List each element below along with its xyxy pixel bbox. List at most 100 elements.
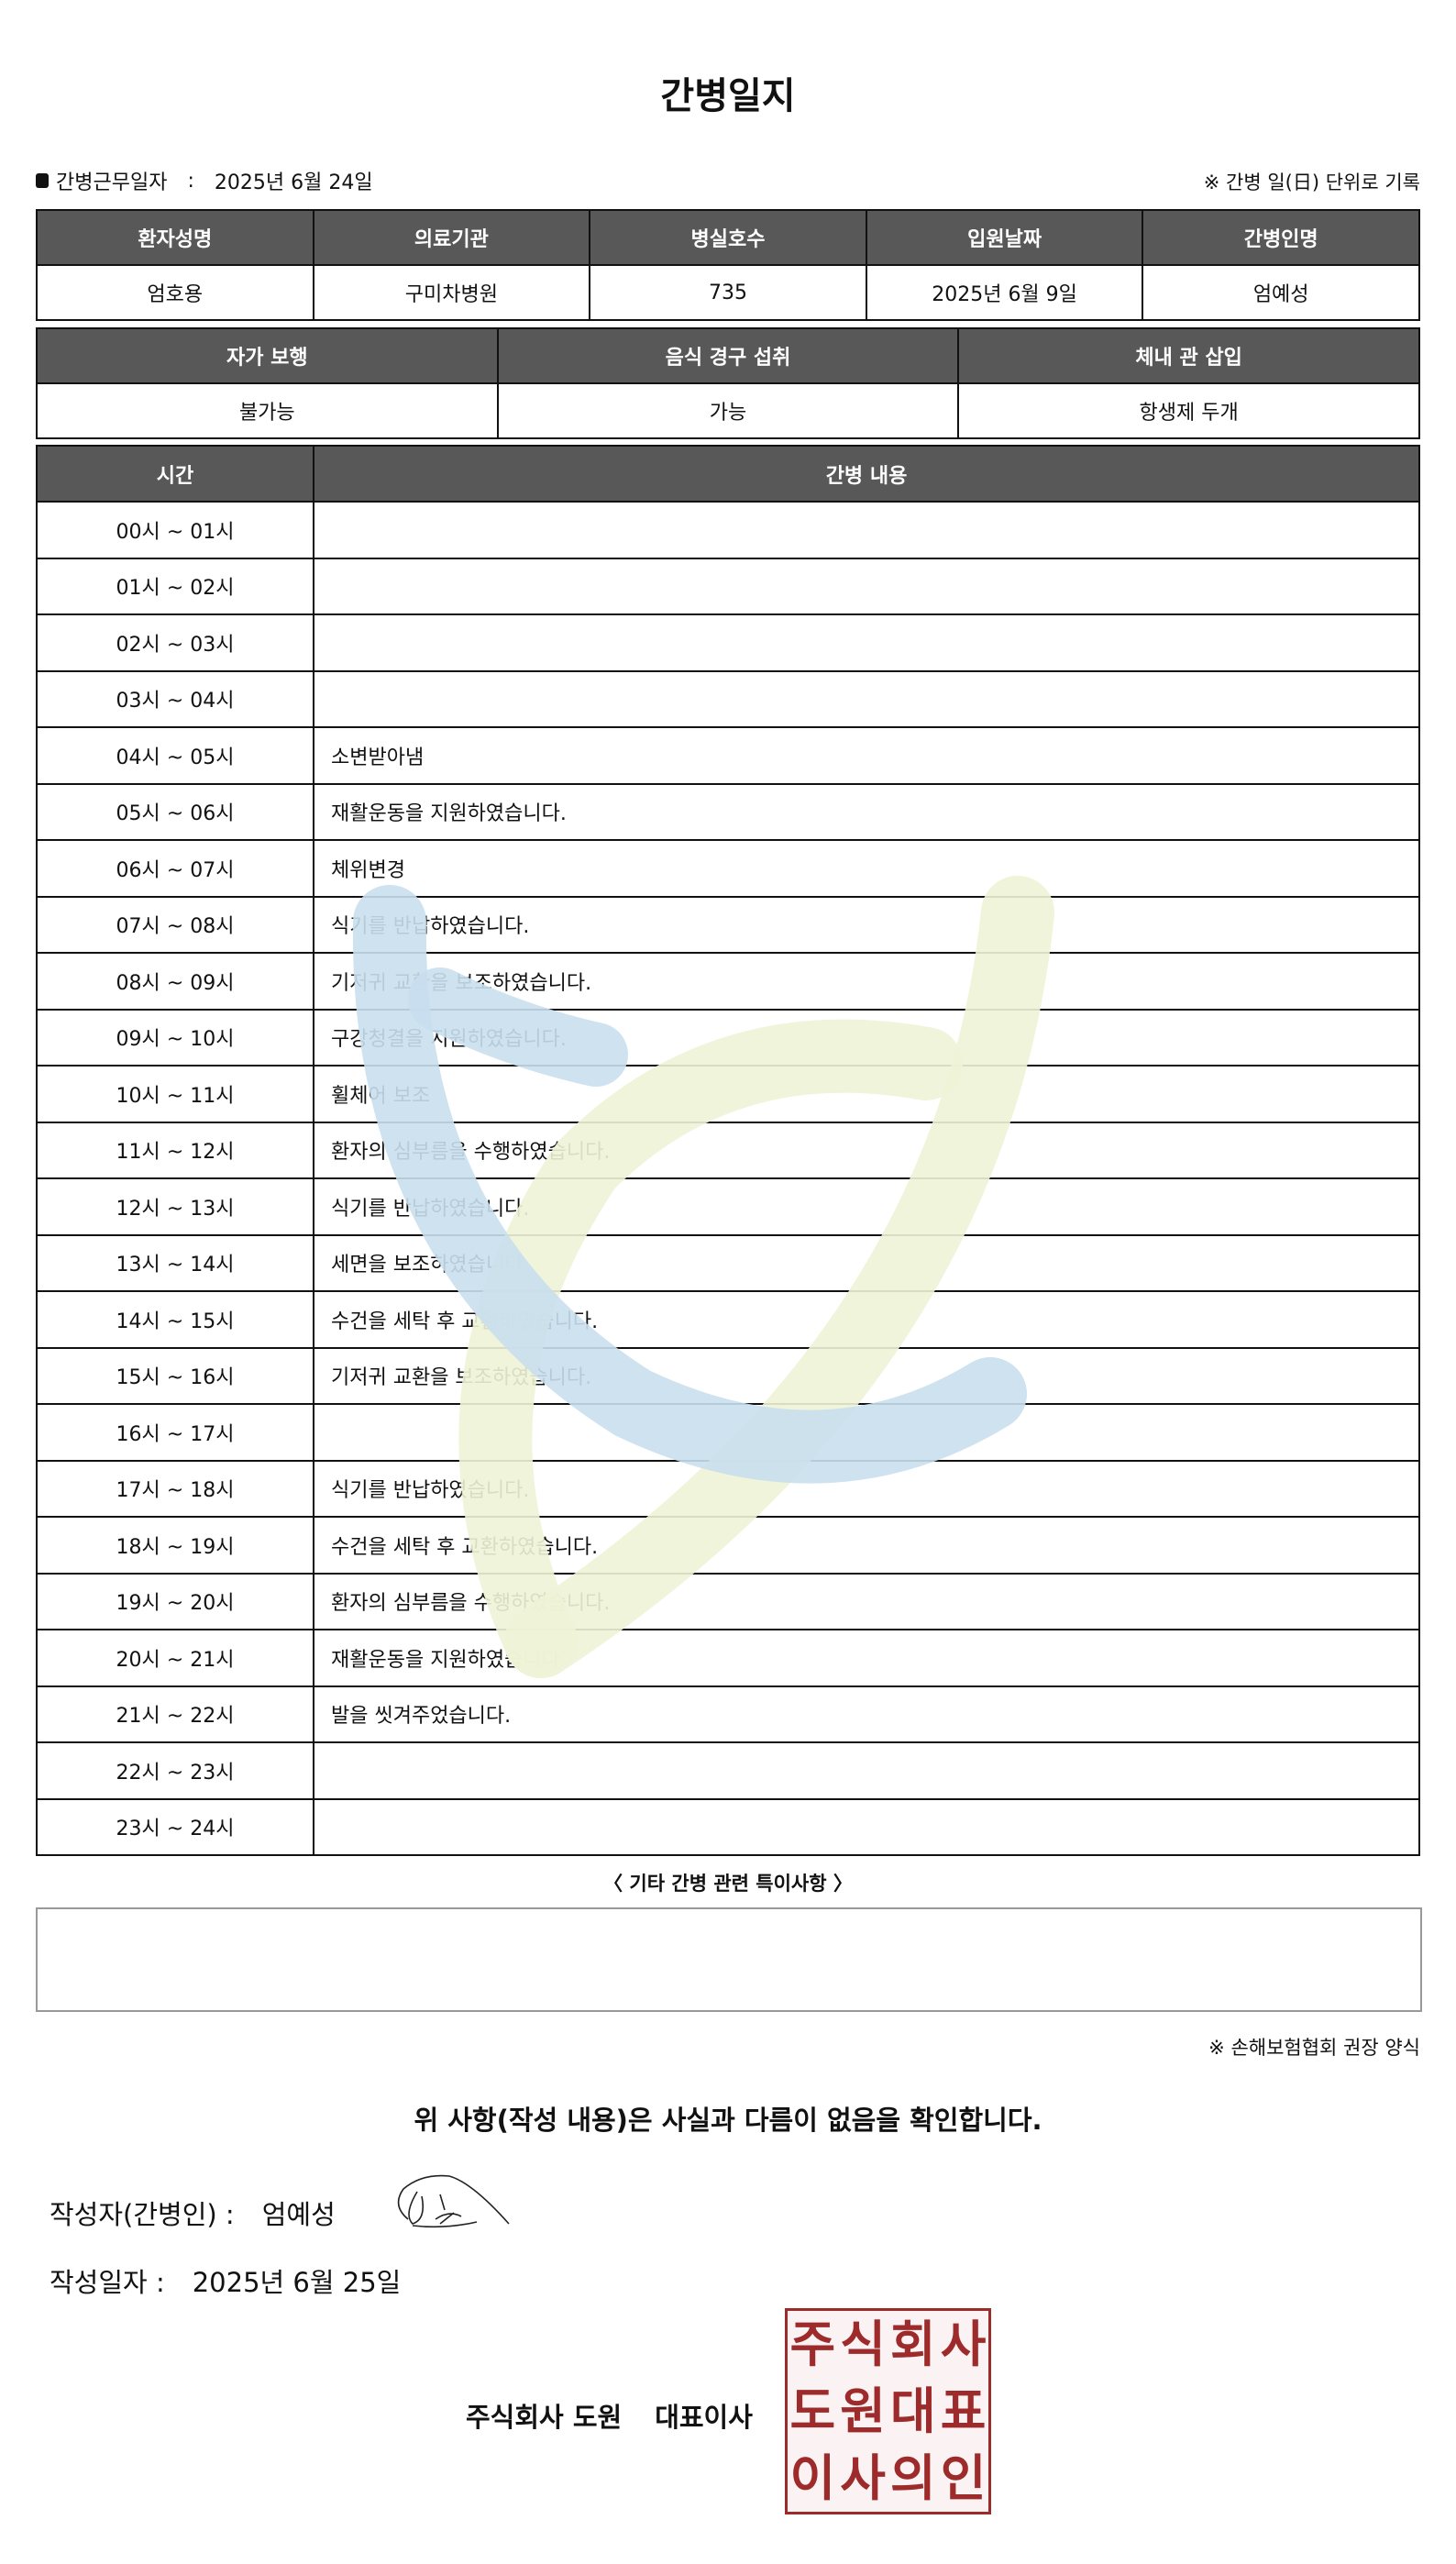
table-row: 00시 ~ 01시 bbox=[36, 501, 1420, 559]
seal-character: 이 bbox=[789, 2448, 836, 2507]
care-content-cell: 소변받아냄 bbox=[313, 726, 1420, 785]
table-row: 08시 ~ 09시 기저귀 교환을 보조하였습니다. bbox=[36, 952, 1420, 1011]
time-cell: 21시 ~ 22시 bbox=[36, 1685, 314, 1743]
work-date-label: 간병근무일자 bbox=[56, 171, 168, 194]
time-cell: 23시 ~ 24시 bbox=[36, 1797, 314, 1856]
seal-character: 원 bbox=[840, 2382, 886, 2440]
time-cell: 14시 ~ 15시 bbox=[36, 1290, 314, 1349]
care-content-cell bbox=[313, 501, 1420, 559]
hospital: 구미차병원 bbox=[312, 264, 591, 321]
work-date-line: 간병근무일자 : 2025년 6월 24일 bbox=[36, 166, 373, 195]
care-content-cell: 재활운동을 지원하였습니다. bbox=[313, 782, 1420, 841]
work-date-sep: : bbox=[187, 169, 194, 193]
seal-character: 대 bbox=[890, 2382, 936, 2440]
care-content-cell bbox=[313, 1741, 1420, 1800]
table-row: 07시 ~ 08시 식기를 반납하였습니다. bbox=[36, 895, 1420, 954]
time-cell: 04시 ~ 05시 bbox=[36, 726, 314, 785]
oral-intake-value: 가능 bbox=[496, 382, 960, 439]
header-patient-name: 환자성명 bbox=[36, 209, 314, 266]
seal-character: 회 bbox=[890, 2315, 936, 2373]
time-cell: 01시 ~ 02시 bbox=[36, 557, 314, 615]
table-row: 18시 ~ 19시 수건을 세탁 후 교환하였습니다. bbox=[36, 1516, 1420, 1575]
header-oral-intake: 음식 경구 섭취 bbox=[496, 327, 960, 384]
patient-info-table: 환자성명 의료기관 병실호수 입원날짜 간병인명 엄호용 구미차병원 735 2… bbox=[36, 209, 1420, 321]
table-row: 02시 ~ 03시 bbox=[36, 613, 1420, 672]
header-tube: 체내 관 삽입 bbox=[957, 327, 1420, 384]
table-row: 12시 ~ 13시 식기를 반납하였습니다. bbox=[36, 1177, 1420, 1236]
time-cell: 12시 ~ 13시 bbox=[36, 1177, 314, 1236]
seal-character: 사 bbox=[840, 2448, 886, 2507]
seal-character: 의 bbox=[890, 2448, 936, 2507]
care-content-cell bbox=[313, 613, 1420, 672]
care-content-cell: 식기를 반납하였습니다. bbox=[313, 1459, 1420, 1518]
care-content-cell: 기저귀 교환을 보조하였습니다. bbox=[313, 1346, 1420, 1405]
time-cell: 09시 ~ 10시 bbox=[36, 1008, 314, 1066]
care-content-cell: 환자의 심부름을 수행하였습니다. bbox=[313, 1572, 1420, 1630]
header-room: 병실호수 bbox=[589, 209, 867, 266]
time-cell: 22시 ~ 23시 bbox=[36, 1741, 314, 1800]
care-content-cell: 기저귀 교환을 보조하였습니다. bbox=[313, 952, 1420, 1011]
time-cell: 02시 ~ 03시 bbox=[36, 613, 314, 672]
patient-status-table: 자가 보행 음식 경구 섭취 체내 관 삽입 불가능 가능 항생제 두개 bbox=[36, 327, 1420, 439]
table-row: 05시 ~ 06시 재활운동을 지원하였습니다. bbox=[36, 782, 1420, 841]
care-content-cell: 식기를 반납하였습니다. bbox=[313, 1177, 1420, 1236]
company-line: 주식회사 도원 대표이사 bbox=[466, 2396, 753, 2435]
time-cell: 03시 ~ 04시 bbox=[36, 669, 314, 728]
writer-line: 작성자(간병인) : 엄예성 bbox=[50, 2194, 336, 2232]
care-log-table: 시간 간병 내용 00시 ~ 01시 01시 ~ 02시 02시 ~ 03시 03시 … bbox=[36, 445, 1420, 1856]
care-content-cell: 세면을 보조하였습니다. bbox=[313, 1233, 1420, 1292]
tube-value: 항생제 두개 bbox=[957, 382, 1420, 439]
caregiver-name: 엄예성 bbox=[1142, 264, 1420, 321]
care-content-cell: 구강청결을 지원하였습니다. bbox=[313, 1008, 1420, 1066]
notes-box bbox=[36, 1907, 1422, 2012]
table-row: 06시 ~ 07시 체위변경 bbox=[36, 839, 1420, 898]
table-row: 17시 ~ 18시 식기를 반납하였습니다. bbox=[36, 1459, 1420, 1518]
notes-title: 〈 기타 간병 관련 특이사항 〉 bbox=[603, 1873, 853, 1895]
bullet-icon bbox=[36, 173, 49, 188]
time-cell: 18시 ~ 19시 bbox=[36, 1516, 314, 1575]
confirm-statement: 위 사항(작성 내용)은 사실과 다름이 없음을 확인합니다. bbox=[414, 2105, 1042, 2136]
time-cell: 20시 ~ 21시 bbox=[36, 1629, 314, 1687]
table-row: 19시 ~ 20시 환자의 심부름을 수행하였습니다. bbox=[36, 1572, 1420, 1630]
table-row: 11시 ~ 12시 환자의 심부름을 수행하였습니다. bbox=[36, 1121, 1420, 1179]
patient-name: 엄호용 bbox=[36, 264, 314, 321]
header-walking: 자가 보행 bbox=[36, 327, 499, 384]
header-care-content: 간병 내용 bbox=[313, 445, 1420, 503]
care-content-cell: 수건을 세탁 후 교환하였습니다. bbox=[313, 1516, 1420, 1575]
seal-character: 사 bbox=[940, 2315, 987, 2373]
header-admission-date: 입원날짜 bbox=[865, 209, 1144, 266]
unit-note: ※ 간병 일(日) 단위로 기록 bbox=[1203, 171, 1420, 193]
seal-character: 주 bbox=[789, 2315, 836, 2373]
header-hospital: 의료기관 bbox=[312, 209, 591, 266]
time-cell: 05시 ~ 06시 bbox=[36, 782, 314, 841]
care-content-cell: 환자의 심부름을 수행하였습니다. bbox=[313, 1121, 1420, 1179]
table-row: 04시 ~ 05시 소변받아냄 bbox=[36, 726, 1420, 785]
time-cell: 13시 ~ 14시 bbox=[36, 1233, 314, 1292]
time-cell: 08시 ~ 09시 bbox=[36, 952, 314, 1011]
care-content-cell: 수건을 세탁 후 교환하였습니다. bbox=[313, 1290, 1420, 1349]
header-caregiver: 간병인명 bbox=[1142, 209, 1420, 266]
time-cell: 06시 ~ 07시 bbox=[36, 839, 314, 898]
care-content-cell: 재활운동을 지원하였습니다. bbox=[313, 1629, 1420, 1687]
time-cell: 16시 ~ 17시 bbox=[36, 1403, 314, 1462]
time-cell: 19시 ~ 20시 bbox=[36, 1572, 314, 1630]
signature bbox=[397, 2174, 510, 2228]
header-time: 시간 bbox=[36, 445, 314, 503]
form-note: ※ 손해보험협회 권장 양식 bbox=[1208, 2037, 1420, 2059]
seal-character: 도 bbox=[789, 2382, 836, 2440]
table-row: 20시 ~ 21시 재활운동을 지원하였습니다. bbox=[36, 1629, 1420, 1687]
care-content-cell: 휠체어 보조 bbox=[313, 1065, 1420, 1123]
time-cell: 17시 ~ 18시 bbox=[36, 1459, 314, 1518]
time-cell: 07시 ~ 08시 bbox=[36, 895, 314, 954]
written-date-label: 작성일자 : bbox=[50, 2267, 165, 2298]
table-row: 14시 ~ 15시 수건을 세탁 후 교환하였습니다. bbox=[36, 1290, 1420, 1349]
table-row: 23시 ~ 24시 bbox=[36, 1797, 1420, 1856]
table-row: 01시 ~ 02시 bbox=[36, 557, 1420, 615]
table-row: 13시 ~ 14시 세면을 보조하였습니다. bbox=[36, 1233, 1420, 1292]
room-number: 735 bbox=[589, 264, 867, 321]
admission-date: 2025년 6월 9일 bbox=[865, 264, 1144, 321]
company-name: 주식회사 도원 bbox=[466, 2402, 623, 2433]
walking-value: 불가능 bbox=[36, 382, 499, 439]
care-content-cell bbox=[313, 1403, 1420, 1462]
